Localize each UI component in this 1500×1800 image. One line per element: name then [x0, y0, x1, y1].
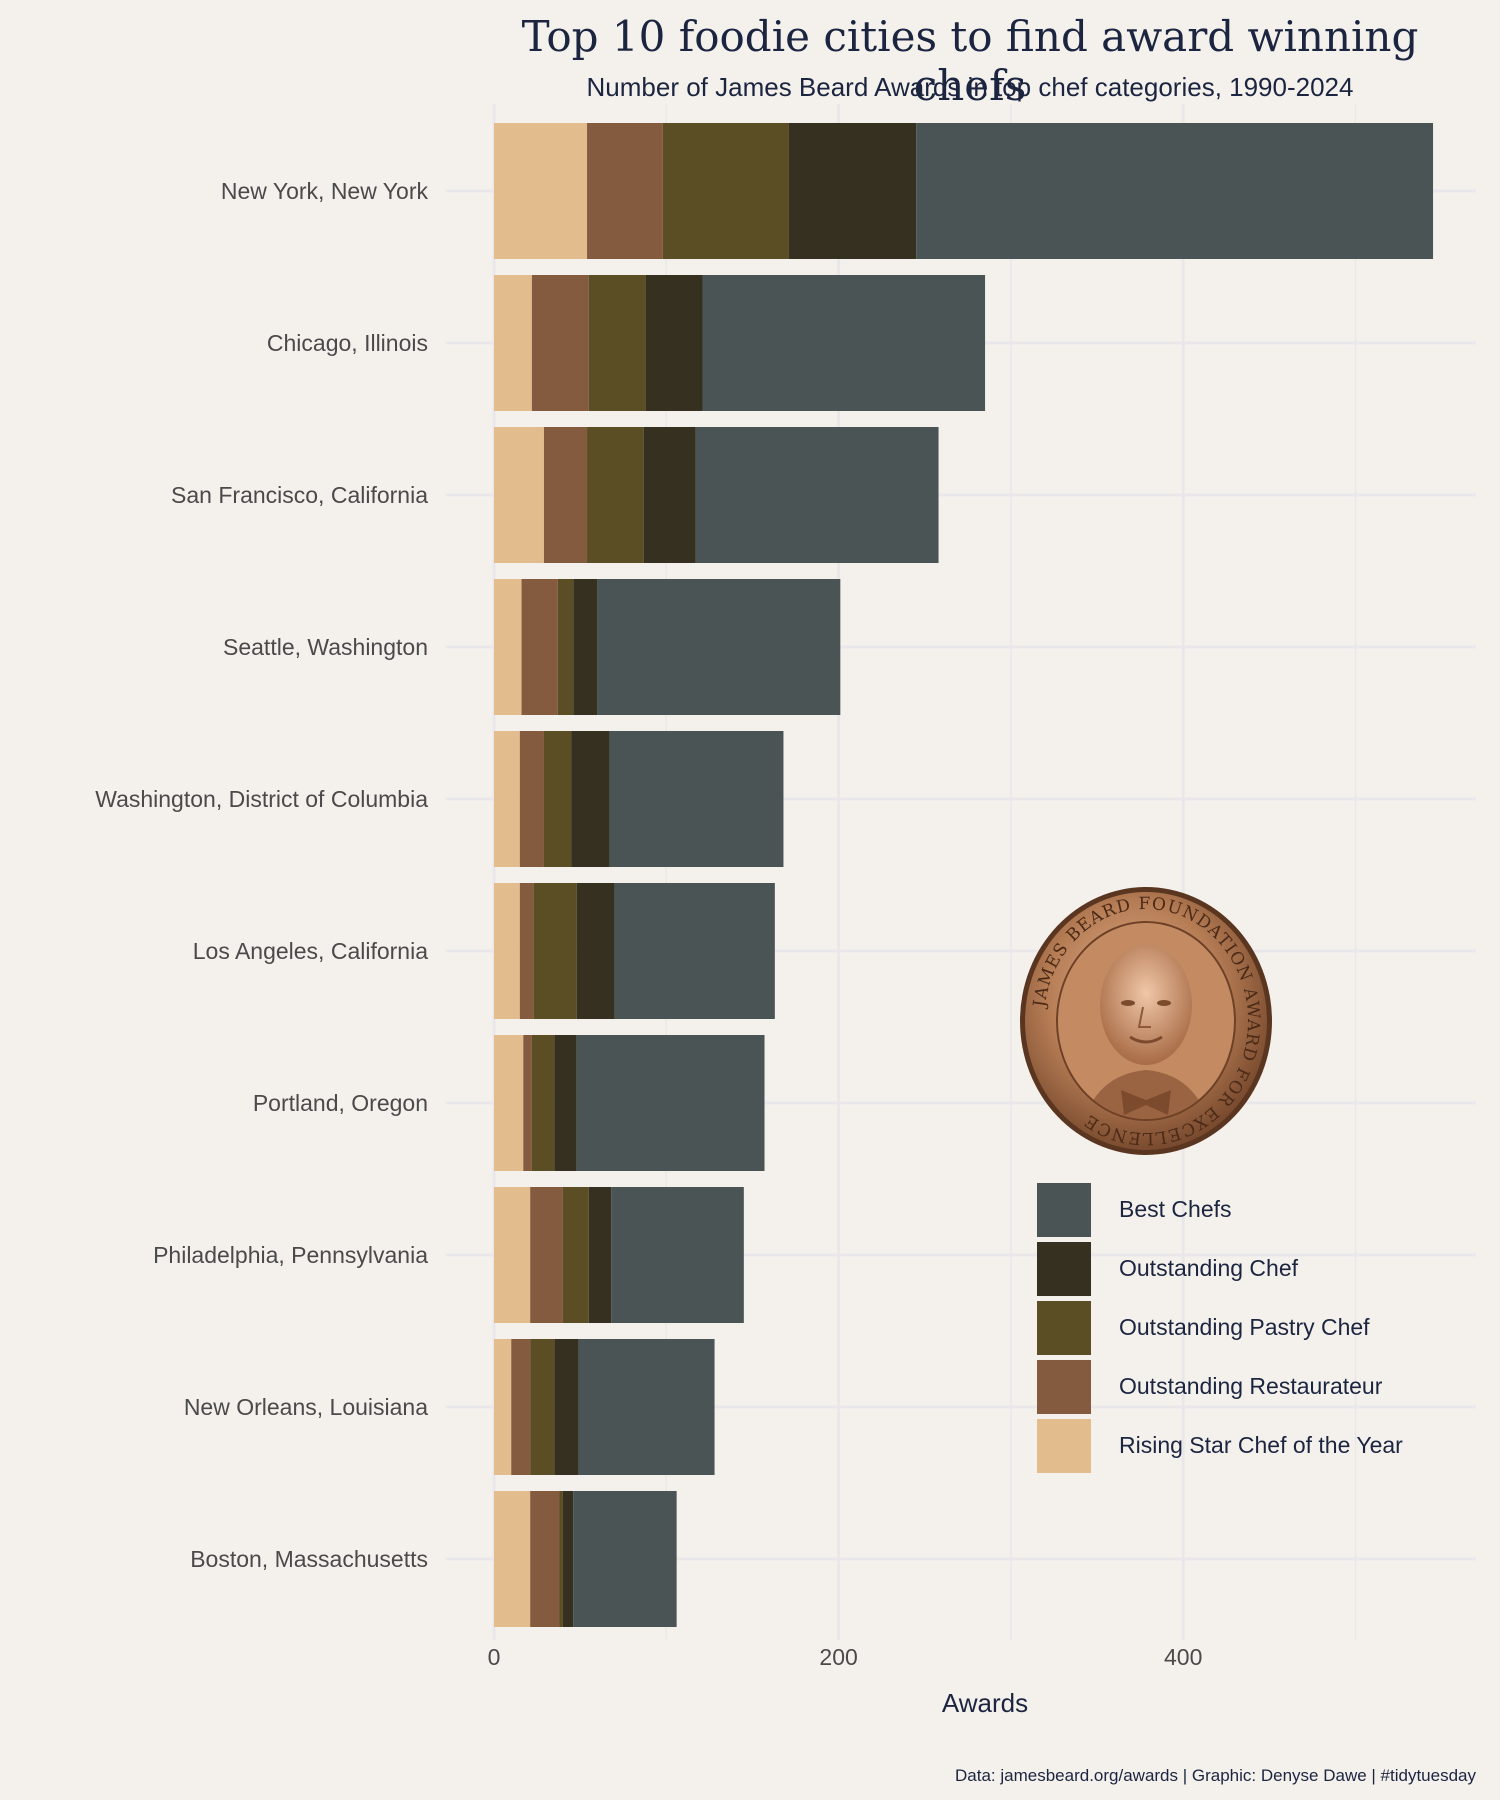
bar-segment	[554, 1339, 579, 1475]
bar-segment	[531, 1035, 555, 1171]
bar-segment	[494, 731, 520, 867]
bar-segment	[788, 123, 917, 259]
bar-segment	[559, 1491, 563, 1627]
bar-segment	[494, 1187, 531, 1323]
bar-segment	[494, 275, 532, 411]
james-beard-medal-image: JAMES BEARD FOUNDATION AWARD FOR EXCELLE…	[1018, 885, 1274, 1157]
y-tick-label: Philadelphia, Pennsylvania	[153, 1242, 428, 1268]
bar-segment	[521, 579, 558, 715]
chart-title: Top 10 foodie cities to find award winni…	[521, 12, 1419, 110]
legend-swatch	[1037, 1300, 1091, 1355]
bar-segment	[494, 123, 588, 259]
bar-segment	[611, 1187, 744, 1323]
bar-segment	[587, 427, 644, 563]
legend-label: Outstanding Restaurateur	[1119, 1373, 1383, 1399]
bar-segment	[578, 1339, 715, 1475]
bar-segment	[643, 427, 696, 563]
bar-segment	[695, 427, 939, 563]
legend-label: Best Chefs	[1119, 1196, 1232, 1222]
bar-segment	[571, 731, 610, 867]
bar-segment	[494, 1035, 524, 1171]
x-tick-label: 0	[488, 1644, 501, 1670]
bar-segment	[530, 1339, 555, 1475]
bar-segment	[587, 123, 663, 259]
bar-segment	[543, 731, 572, 867]
source-caption: Data: jamesbeard.org/awards | Graphic: D…	[955, 1766, 1476, 1785]
bar-segment	[588, 1187, 612, 1323]
bar-segment	[494, 883, 520, 1019]
x-axis-title: Awards	[942, 1688, 1028, 1718]
y-tick-label: San Francisco, California	[171, 482, 428, 508]
bar-segment	[494, 1491, 531, 1627]
bar-segment	[557, 579, 574, 715]
bar-segment	[494, 427, 544, 563]
bar-segment	[494, 579, 522, 715]
legend-item-best-chefs: Best Chefs	[1037, 1180, 1403, 1239]
legend-swatch	[1037, 1241, 1091, 1296]
legend-swatch	[1037, 1182, 1091, 1237]
bar-segment	[609, 731, 784, 867]
legend-label: Outstanding Chef	[1119, 1255, 1299, 1281]
y-tick-label: Seattle, Washington	[223, 634, 428, 660]
bar-segment	[562, 1187, 589, 1323]
bar-segment	[588, 275, 646, 411]
x-tick-label: 200	[819, 1644, 857, 1670]
bar-segment	[554, 1035, 577, 1171]
x-tick-label: 400	[1164, 1644, 1202, 1670]
bar-segment	[702, 275, 986, 411]
bar-segment	[662, 123, 789, 259]
bar-segment	[576, 883, 615, 1019]
y-tick-label: New York, New York	[221, 178, 429, 204]
bar-segment	[530, 1491, 560, 1627]
y-tick-label: New Orleans, Louisiana	[184, 1394, 428, 1420]
bar-segment	[916, 123, 1434, 259]
bar-segment	[562, 1491, 574, 1627]
legend-label: Rising Star Chef of the Year	[1119, 1432, 1403, 1458]
bar-segment	[573, 1491, 677, 1627]
chart-legend: Best Chefs Outstanding Chef Outstanding …	[1037, 1180, 1403, 1475]
bar-segment	[530, 1187, 563, 1323]
y-tick-label: Chicago, Illinois	[267, 330, 428, 356]
legend-item-rising-star-chef: Rising Star Chef of the Year	[1037, 1416, 1403, 1475]
axis-labels: New York, New York Chicago, Illinois San F…	[95, 178, 1202, 1670]
bar-segment	[531, 275, 589, 411]
bar-segment	[494, 1339, 512, 1475]
bar-segment	[511, 1339, 531, 1475]
bar-segment	[614, 883, 775, 1019]
y-tick-label: Washington, District of Columbia	[95, 786, 428, 812]
bar-segment	[533, 883, 577, 1019]
legend-swatch	[1037, 1359, 1091, 1414]
y-tick-label: Portland, Oregon	[253, 1090, 428, 1116]
bars	[494, 123, 1434, 1627]
legend-label: Outstanding Pastry Chef	[1119, 1314, 1370, 1340]
legend-item-outstanding-chef: Outstanding Chef	[1037, 1239, 1403, 1298]
bar-segment	[519, 731, 544, 867]
chart-subtitle: Number of James Beard Awards in top chef…	[586, 72, 1354, 102]
legend-item-outstanding-pastry-chef: Outstanding Pastry Chef	[1037, 1298, 1403, 1357]
bar-segment	[523, 1035, 532, 1171]
bar-segment	[519, 883, 534, 1019]
legend-swatch	[1037, 1418, 1091, 1473]
bar-segment	[597, 579, 841, 715]
bar-segment	[576, 1035, 765, 1171]
y-tick-label: Boston, Massachusetts	[190, 1546, 428, 1572]
bar-segment	[543, 427, 588, 563]
bar-segment	[645, 275, 703, 411]
bar-segment	[573, 579, 598, 715]
y-tick-label: Los Angeles, California	[193, 938, 428, 964]
legend-item-outstanding-restaurateur: Outstanding Restaurateur	[1037, 1357, 1403, 1416]
